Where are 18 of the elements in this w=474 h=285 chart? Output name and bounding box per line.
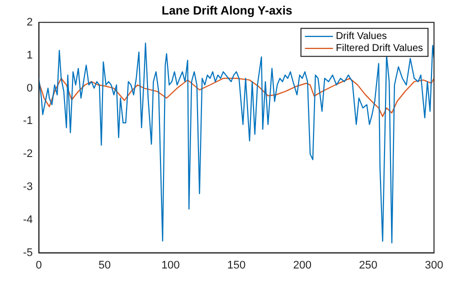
y-tick-label: 2: [26, 16, 33, 28]
x-tick-label: 100: [161, 259, 180, 272]
legend-label: Filtered Drift Values: [336, 43, 424, 54]
y-tick-label: -2: [23, 148, 33, 160]
x-tick-label: 200: [293, 259, 312, 272]
y-tick-label: -3: [23, 181, 33, 194]
y-tick-label: -4: [23, 214, 33, 226]
chart-title: Lane Drift Along Y-axis: [162, 4, 293, 18]
y-tick-label: -5: [23, 246, 33, 259]
x-tick-label: 0: [36, 259, 42, 272]
y-tick-label: 1: [26, 49, 33, 62]
x-tick-label: 250: [358, 259, 378, 272]
x-tick-label: 300: [424, 259, 444, 272]
x-tick-label: 50: [98, 259, 111, 272]
x-tick-label: 150: [227, 259, 246, 272]
y-tick-label: -1: [23, 115, 33, 128]
y-tick-label: 0: [26, 82, 33, 94]
legend-label: Drift Values: [336, 31, 387, 42]
